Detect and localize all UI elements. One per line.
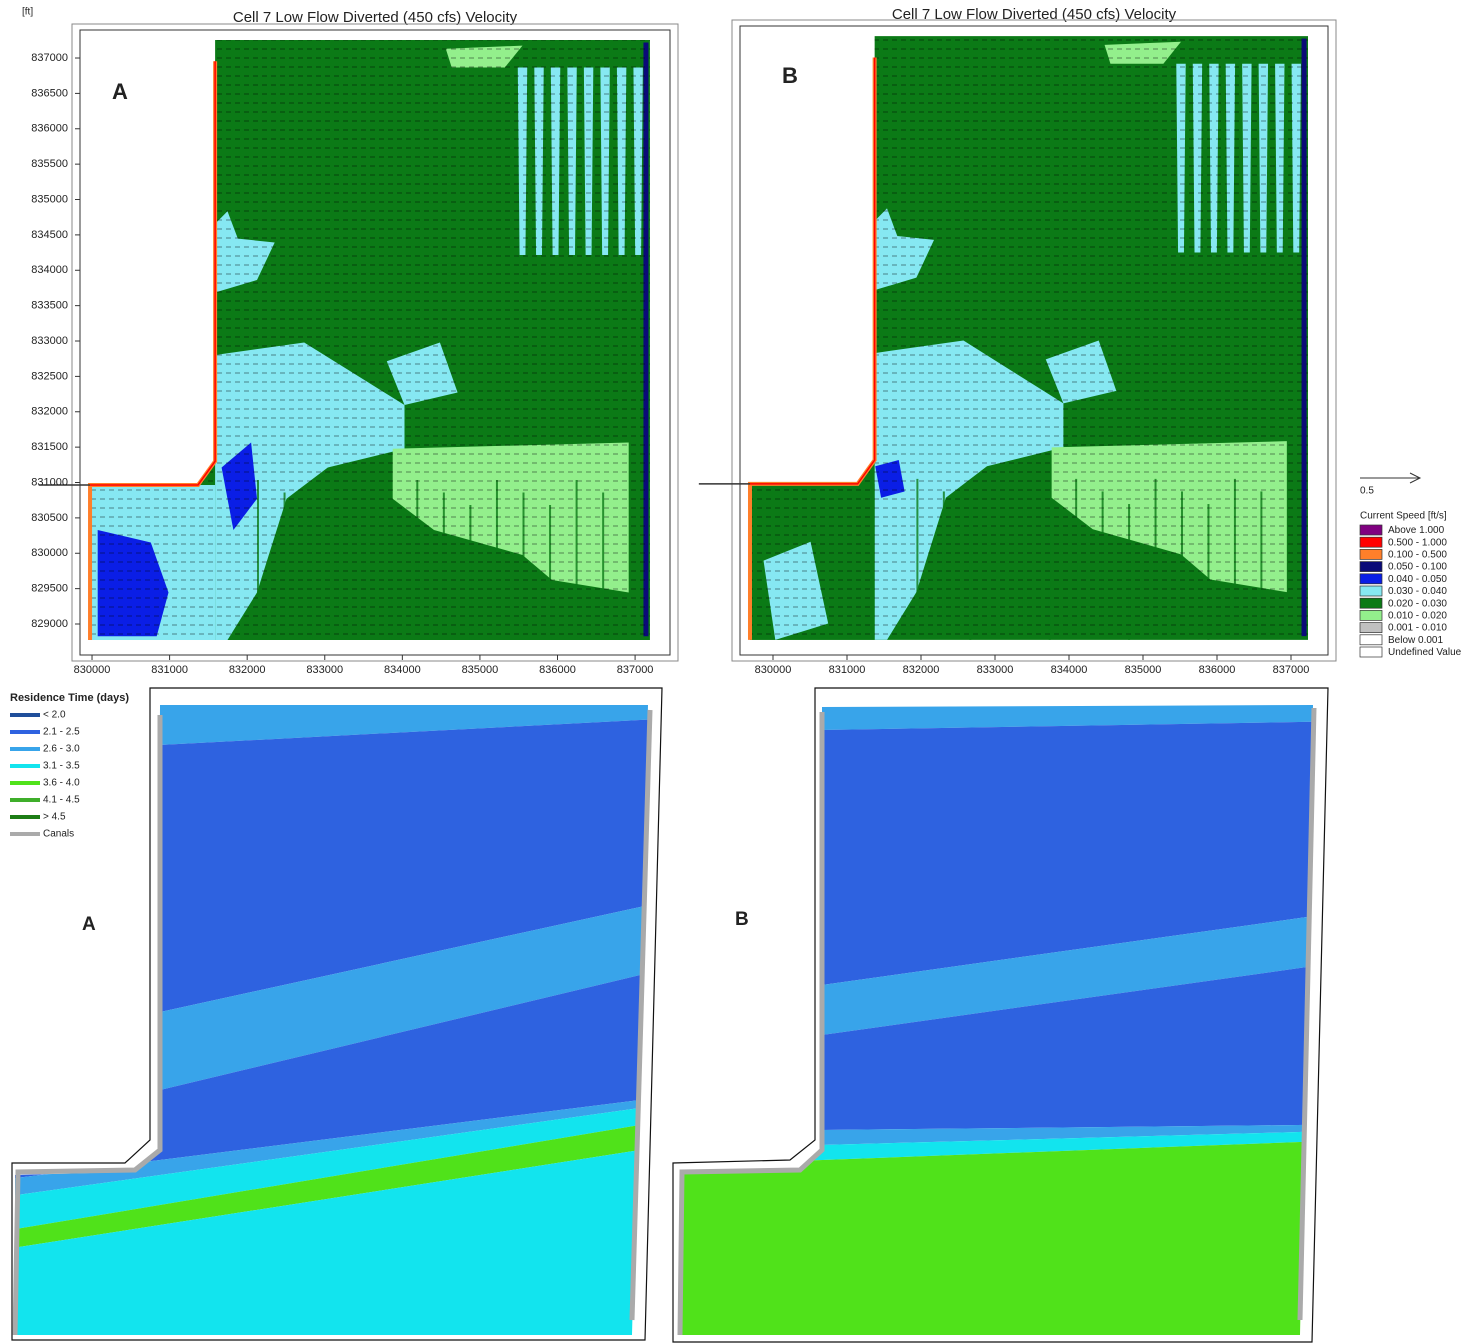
x-tick-label: 831000 (151, 664, 188, 676)
y-tick-label: 833000 (31, 335, 68, 347)
legend-label: 4.1 - 4.5 (43, 795, 80, 806)
unit-label: [ft] (22, 7, 33, 18)
legend-swatch (1360, 635, 1382, 645)
y-tick-label: 830500 (31, 512, 68, 524)
legend-swatch (1360, 610, 1382, 620)
legend-label: 0.500 - 1.000 (1388, 537, 1447, 548)
legend-swatch (1360, 586, 1382, 596)
legend-label: Canals (43, 829, 74, 840)
legend-swatch (1360, 647, 1382, 657)
legend-label: 3.1 - 3.5 (43, 761, 80, 772)
legend-label: 0.020 - 0.030 (1388, 598, 1447, 609)
legend-swatch (1360, 549, 1382, 559)
y-tick-label: 836500 (31, 87, 68, 99)
x-tick-label: 837000 (617, 664, 654, 676)
y-tick-label: 829000 (31, 618, 68, 630)
panel-label: B (735, 909, 749, 930)
legend-label: 0.010 - 0.020 (1388, 611, 1447, 622)
x-tick-label: 831000 (829, 664, 866, 676)
y-tick-label: 836000 (31, 123, 68, 135)
scale-label: 0.5 (1360, 486, 1374, 497)
y-tick-label: 830000 (31, 547, 68, 559)
panel-label: B (782, 63, 798, 88)
y-tick-label: 835000 (31, 193, 68, 205)
legend-swatch (1360, 525, 1382, 535)
legend-label: Below 0.001 (1388, 635, 1443, 646)
residence-field (660, 680, 1330, 1343)
legend-label: 0.050 - 0.100 (1388, 562, 1447, 573)
residence-field (0, 680, 670, 1343)
panel-label: A (82, 914, 96, 935)
legend-label: 3.6 - 4.0 (43, 778, 80, 789)
y-tick-label: 835500 (31, 158, 68, 170)
page: [ft] Cell 7 Low Flow Diverted (450 cfs) … (0, 0, 1467, 1343)
legend-swatch (1360, 537, 1382, 547)
legend-label: 0.100 - 0.500 (1388, 550, 1447, 561)
legend-label: Undefined Value (1388, 647, 1462, 658)
legend-swatch (1360, 623, 1382, 633)
legend-label: Above 1.000 (1388, 525, 1445, 536)
panel-label: A (112, 79, 128, 104)
y-tick-label: 831500 (31, 441, 68, 453)
y-tick-label: 833500 (31, 300, 68, 312)
legend-swatch (1360, 574, 1382, 584)
legend-label: < 2.0 (43, 710, 66, 721)
x-tick-label: 832000 (229, 664, 266, 676)
x-tick-label: 830000 (755, 664, 792, 676)
x-tick-label: 833000 (977, 664, 1014, 676)
x-tick-label: 837000 (1273, 664, 1310, 676)
x-tick-label: 834000 (1051, 664, 1088, 676)
x-tick-label: 834000 (384, 664, 421, 676)
x-tick-label: 833000 (306, 664, 343, 676)
legend-label: 0.030 - 0.040 (1388, 586, 1447, 597)
legend-label: 0.001 - 0.010 (1388, 623, 1447, 634)
x-tick-label: 830000 (74, 664, 111, 676)
y-tick-label: 831000 (31, 476, 68, 488)
x-tick-label: 835000 (462, 664, 499, 676)
y-tick-label: 832000 (31, 406, 68, 418)
y-tick-label: 832500 (31, 370, 68, 382)
legend-swatch (1360, 598, 1382, 608)
x-tick-label: 835000 (1125, 664, 1162, 676)
y-tick-label: 837000 (31, 52, 68, 64)
x-tick-label: 836000 (1199, 664, 1236, 676)
figure: [ft] Cell 7 Low Flow Diverted (450 cfs) … (0, 0, 1467, 1343)
legend-label: 2.1 - 2.5 (43, 727, 80, 738)
x-tick-label: 836000 (539, 664, 576, 676)
map-title: Cell 7 Low Flow Diverted (450 cfs) Veloc… (233, 9, 518, 26)
legend-label: 2.6 - 3.0 (43, 744, 80, 755)
legend-swatch (1360, 562, 1382, 572)
y-tick-label: 829500 (31, 583, 68, 595)
x-tick-label: 832000 (903, 664, 940, 676)
legend-title: Current Speed [ft/s] (1360, 511, 1447, 522)
y-tick-label: 834000 (31, 264, 68, 276)
legend-label: > 4.5 (43, 812, 66, 823)
legend-label: 0.040 - 0.050 (1388, 574, 1447, 585)
y-tick-label: 834500 (31, 229, 68, 241)
legend-title: Residence Time (days) (10, 692, 129, 704)
